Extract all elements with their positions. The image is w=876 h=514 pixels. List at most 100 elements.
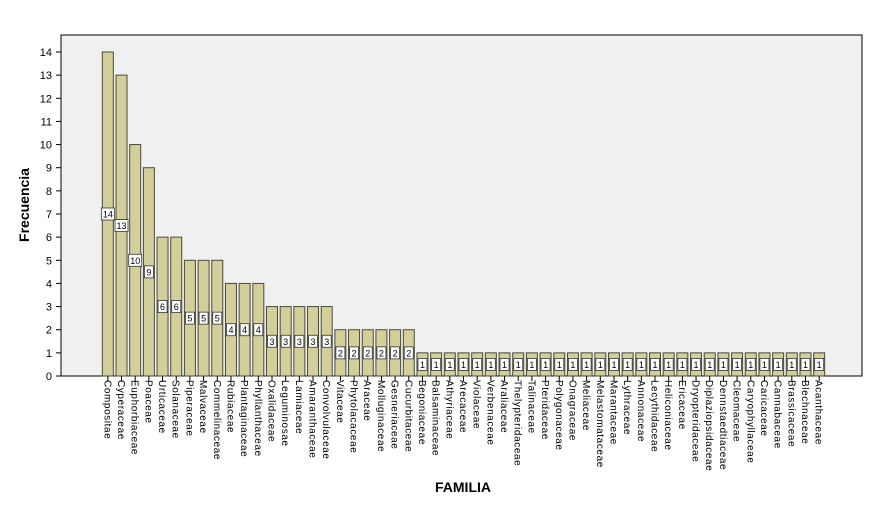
data-label: 4 [228, 325, 233, 335]
x-tick-label: Arecaceae [457, 380, 468, 433]
data-label-box [226, 323, 236, 337]
data-label: 1 [584, 360, 589, 370]
data-label-box [212, 311, 223, 325]
x-tick-label: Cucurbitaceae [402, 380, 413, 452]
data-label-box [403, 346, 414, 360]
data-label: 1 [516, 360, 521, 370]
data-label: 3 [283, 337, 288, 347]
x-tick-label: Onagraceae [566, 380, 577, 441]
x-tick-label: Dennstaedtiaceae [717, 380, 728, 470]
data-label: 1 [762, 360, 767, 370]
x-tick-label: Caryophyllaceae [744, 380, 755, 464]
x-tick-label: Heliconiaceae [662, 380, 673, 451]
x-tick-label: Gesneriaceae [389, 380, 400, 449]
x-tick-label: Urticaceae [156, 380, 167, 434]
x-tick-label: Plantaginaceae [238, 380, 249, 457]
x-tick-label: Balsaminaceae [430, 380, 441, 456]
data-label-box [185, 311, 195, 325]
data-label: 5 [187, 314, 192, 324]
data-label-box [349, 346, 359, 360]
data-label: 1 [420, 360, 425, 370]
data-label: 1 [666, 360, 671, 370]
data-label-box [280, 334, 291, 348]
data-label: 1 [557, 360, 562, 370]
data-label-box [554, 358, 565, 371]
data-label-box [431, 358, 442, 371]
x-tick-label: Meliaceae [580, 380, 591, 431]
data-label-box [581, 358, 592, 371]
data-label-box [267, 334, 277, 348]
data-label: 1 [543, 360, 548, 370]
y-tick-label: 11 [41, 116, 52, 128]
x-tick-label: Oxalidaceae [265, 380, 276, 442]
x-tick-label: Phytolacaceae [348, 380, 359, 453]
data-label-box [800, 358, 811, 371]
data-label-box [732, 358, 742, 371]
data-label-box [472, 358, 483, 371]
data-label: 2 [393, 348, 398, 358]
x-tick-label: Verbenaceae [484, 380, 495, 446]
data-label: 3 [297, 337, 302, 347]
data-label: 10 [130, 256, 140, 266]
data-label-box [390, 346, 401, 360]
y-tick-label: 4 [46, 278, 52, 290]
data-label-box [773, 358, 784, 371]
data-label: 1 [653, 360, 658, 370]
data-label-box [458, 358, 469, 371]
data-label-box [786, 358, 797, 371]
data-label-box [128, 253, 143, 267]
data-label-box [568, 358, 578, 371]
x-axis: Compositae Cyperaceae Euphorbiaceae Poaceae… [101, 376, 824, 471]
data-label: 4 [242, 325, 247, 335]
data-label: 1 [748, 360, 753, 370]
y-tick-label: 1 [46, 348, 52, 360]
x-tick-label: Annonaceae [635, 380, 646, 442]
data-label-box [663, 358, 674, 371]
data-label-box [362, 346, 373, 360]
y-tick-label: 0 [46, 371, 52, 383]
data-label-box [609, 358, 619, 371]
data-label-box [321, 334, 332, 348]
data-label: 4 [256, 325, 261, 335]
data-label: 1 [789, 360, 794, 370]
data-label: 1 [625, 360, 630, 370]
y-tick-label: 7 [46, 209, 52, 221]
data-label-box [143, 265, 154, 279]
y-tick-label: 14 [40, 47, 52, 59]
y-tick-label: 12 [40, 93, 52, 105]
data-label: 14 [103, 210, 113, 220]
y-tick-label: 9 [46, 163, 52, 175]
x-tick-label: Diplaziopsidaceae [703, 380, 714, 471]
x-axis-label: FAMILIA [435, 479, 491, 495]
data-label: 1 [434, 360, 439, 370]
data-label-box [677, 358, 688, 371]
data-label-box [622, 358, 633, 371]
data-label-box [759, 358, 770, 371]
data-label: 5 [215, 314, 220, 324]
x-tick-label: Thelypteridaceae [512, 380, 523, 466]
x-tick-label: Lecythidaceae [649, 380, 660, 452]
x-tick-label: Convolvulaceae [320, 380, 331, 460]
data-label: 2 [338, 348, 343, 358]
data-label: 1 [570, 360, 575, 370]
data-label-box [540, 358, 551, 371]
data-label-box [171, 300, 182, 313]
data-label: 3 [324, 337, 329, 347]
data-label-box [745, 358, 756, 371]
data-label-box [526, 358, 537, 371]
x-tick-label: Malvaceae [197, 380, 208, 434]
x-tick-label: Piperaceae [183, 380, 194, 437]
data-label-box [718, 358, 729, 371]
x-tick-label: Phyllanthaceae [252, 380, 263, 457]
x-tick-label: Talinaceae [525, 380, 536, 434]
data-label-box [485, 358, 496, 371]
x-tick-label: Melastomataceae [594, 380, 605, 468]
y-tick-label: 3 [46, 302, 52, 314]
data-label: 1 [447, 360, 452, 370]
x-tick-label: Araliaceae [498, 380, 509, 433]
data-label-box [198, 311, 209, 325]
data-label: 1 [803, 360, 808, 370]
data-label-box [636, 358, 647, 371]
data-label: 1 [817, 360, 822, 370]
y-tick-label: 13 [40, 70, 52, 82]
